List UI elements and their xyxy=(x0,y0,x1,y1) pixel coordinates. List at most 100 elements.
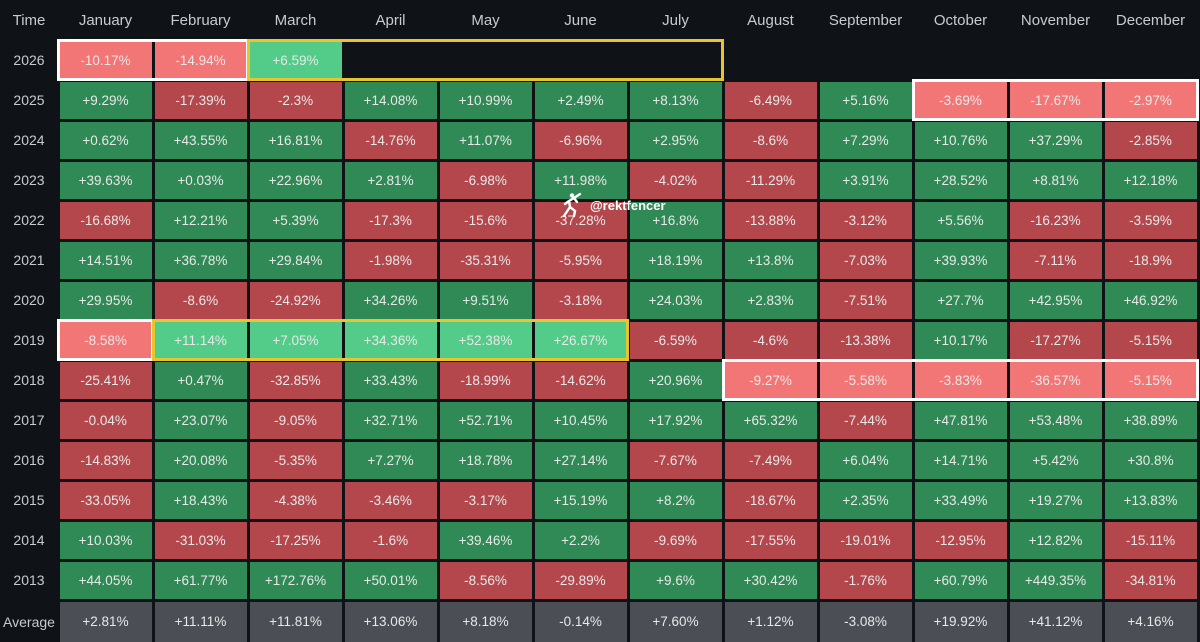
return-cell: -4.02% xyxy=(629,161,722,199)
return-cell: +60.79% xyxy=(914,561,1007,599)
return-cell: +2.2% xyxy=(534,521,627,559)
return-cell: +20.96% xyxy=(629,361,722,399)
return-cell: +9.51% xyxy=(439,281,532,319)
return-cell: +2.35% xyxy=(819,481,912,519)
return-cell: -0.04% xyxy=(59,401,152,439)
column-header: April xyxy=(375,11,406,29)
watermark: @rektfencer xyxy=(560,192,666,218)
return-cell: +33.43% xyxy=(344,361,437,399)
return-cell: +5.39% xyxy=(249,201,342,239)
return-cell: +14.51% xyxy=(59,241,152,279)
column-header: December xyxy=(1115,11,1186,29)
average-cell: +41.12% xyxy=(1009,601,1102,642)
return-cell: -6.49% xyxy=(724,81,817,119)
average-cell: +11.81% xyxy=(249,601,342,642)
average-cell: +2.81% xyxy=(59,601,152,642)
return-cell: +65.32% xyxy=(724,401,817,439)
return-cell: -6.98% xyxy=(439,161,532,199)
return-cell: +13.83% xyxy=(1104,481,1197,519)
return-cell: -7.44% xyxy=(819,401,912,439)
return-cell: +2.49% xyxy=(534,81,627,119)
column-header: June xyxy=(564,11,597,29)
return-cell: +18.43% xyxy=(154,481,247,519)
return-cell: -1.6% xyxy=(344,521,437,559)
year-label: 2024 xyxy=(13,132,45,148)
return-cell: -7.49% xyxy=(724,441,817,479)
return-cell: -18.99% xyxy=(439,361,532,399)
return-cell: -8.6% xyxy=(724,121,817,159)
return-cell: +27.7% xyxy=(914,281,1007,319)
return-cell: +7.27% xyxy=(344,441,437,479)
return-cell: +12.21% xyxy=(154,201,247,239)
year-label: 2018 xyxy=(13,372,45,388)
return-cell: +20.08% xyxy=(154,441,247,479)
column-header: February xyxy=(170,11,231,29)
column-header: January xyxy=(78,11,133,29)
column-header: July xyxy=(662,11,689,29)
year-label: 2020 xyxy=(13,292,45,308)
return-cell: -3.69% xyxy=(914,81,1007,119)
average-cell: +7.60% xyxy=(629,601,722,642)
return-cell: -16.68% xyxy=(59,201,152,239)
return-cell: -2.85% xyxy=(1104,121,1197,159)
return-cell: +29.95% xyxy=(59,281,152,319)
return-cell: +27.14% xyxy=(534,441,627,479)
return-cell: +15.19% xyxy=(534,481,627,519)
return-cell: +61.77% xyxy=(154,561,247,599)
return-cell: -2.3% xyxy=(249,81,342,119)
return-cell: -3.12% xyxy=(819,201,912,239)
return-cell: +42.95% xyxy=(1009,281,1102,319)
return-cell: -3.83% xyxy=(914,361,1007,399)
return-cell: -2.97% xyxy=(1104,81,1197,119)
return-cell: +10.76% xyxy=(914,121,1007,159)
return-cell: -31.03% xyxy=(154,521,247,559)
return-cell: -7.11% xyxy=(1009,241,1102,279)
return-cell: -14.94% xyxy=(154,41,247,79)
average-cell: -3.08% xyxy=(819,601,912,642)
return-cell: -24.92% xyxy=(249,281,342,319)
return-cell: -1.76% xyxy=(819,561,912,599)
return-cell: +47.81% xyxy=(914,401,1007,439)
return-cell: +16.81% xyxy=(249,121,342,159)
return-cell: +7.05% xyxy=(249,321,342,359)
year-label: 2019 xyxy=(13,332,45,348)
return-cell: -13.38% xyxy=(819,321,912,359)
return-cell: -5.95% xyxy=(534,241,627,279)
return-cell: -35.31% xyxy=(439,241,532,279)
return-cell: +8.81% xyxy=(1009,161,1102,199)
return-cell: -18.9% xyxy=(1104,241,1197,279)
return-cell: -8.6% xyxy=(154,281,247,319)
return-cell: -6.59% xyxy=(629,321,722,359)
return-cell: +34.36% xyxy=(344,321,437,359)
return-cell: +5.42% xyxy=(1009,441,1102,479)
column-header: October xyxy=(933,11,988,29)
return-cell: +13.8% xyxy=(724,241,817,279)
return-cell: +43.55% xyxy=(154,121,247,159)
return-cell: +10.03% xyxy=(59,521,152,559)
return-cell: -17.39% xyxy=(154,81,247,119)
return-cell: -34.81% xyxy=(1104,561,1197,599)
column-header: August xyxy=(747,11,794,29)
average-cell: +19.92% xyxy=(914,601,1007,642)
return-cell: +50.01% xyxy=(344,561,437,599)
return-cell: +30.8% xyxy=(1104,441,1197,479)
return-cell: -7.67% xyxy=(629,441,722,479)
return-cell: -11.29% xyxy=(724,161,817,199)
return-cell: +22.96% xyxy=(249,161,342,199)
year-label: 2015 xyxy=(13,492,45,508)
year-label: 2013 xyxy=(13,572,45,588)
return-cell: +46.92% xyxy=(1104,281,1197,319)
average-cell: -0.14% xyxy=(534,601,627,642)
return-cell: -15.11% xyxy=(1104,521,1197,559)
return-cell: +29.84% xyxy=(249,241,342,279)
return-cell: -14.62% xyxy=(534,361,627,399)
year-label: 2014 xyxy=(13,532,45,548)
return-cell: -9.69% xyxy=(629,521,722,559)
return-cell: -8.56% xyxy=(439,561,532,599)
year-label: 2017 xyxy=(13,412,45,428)
return-cell: +39.93% xyxy=(914,241,1007,279)
return-cell: +44.05% xyxy=(59,561,152,599)
return-cell: -33.05% xyxy=(59,481,152,519)
year-label: 2016 xyxy=(13,452,45,468)
